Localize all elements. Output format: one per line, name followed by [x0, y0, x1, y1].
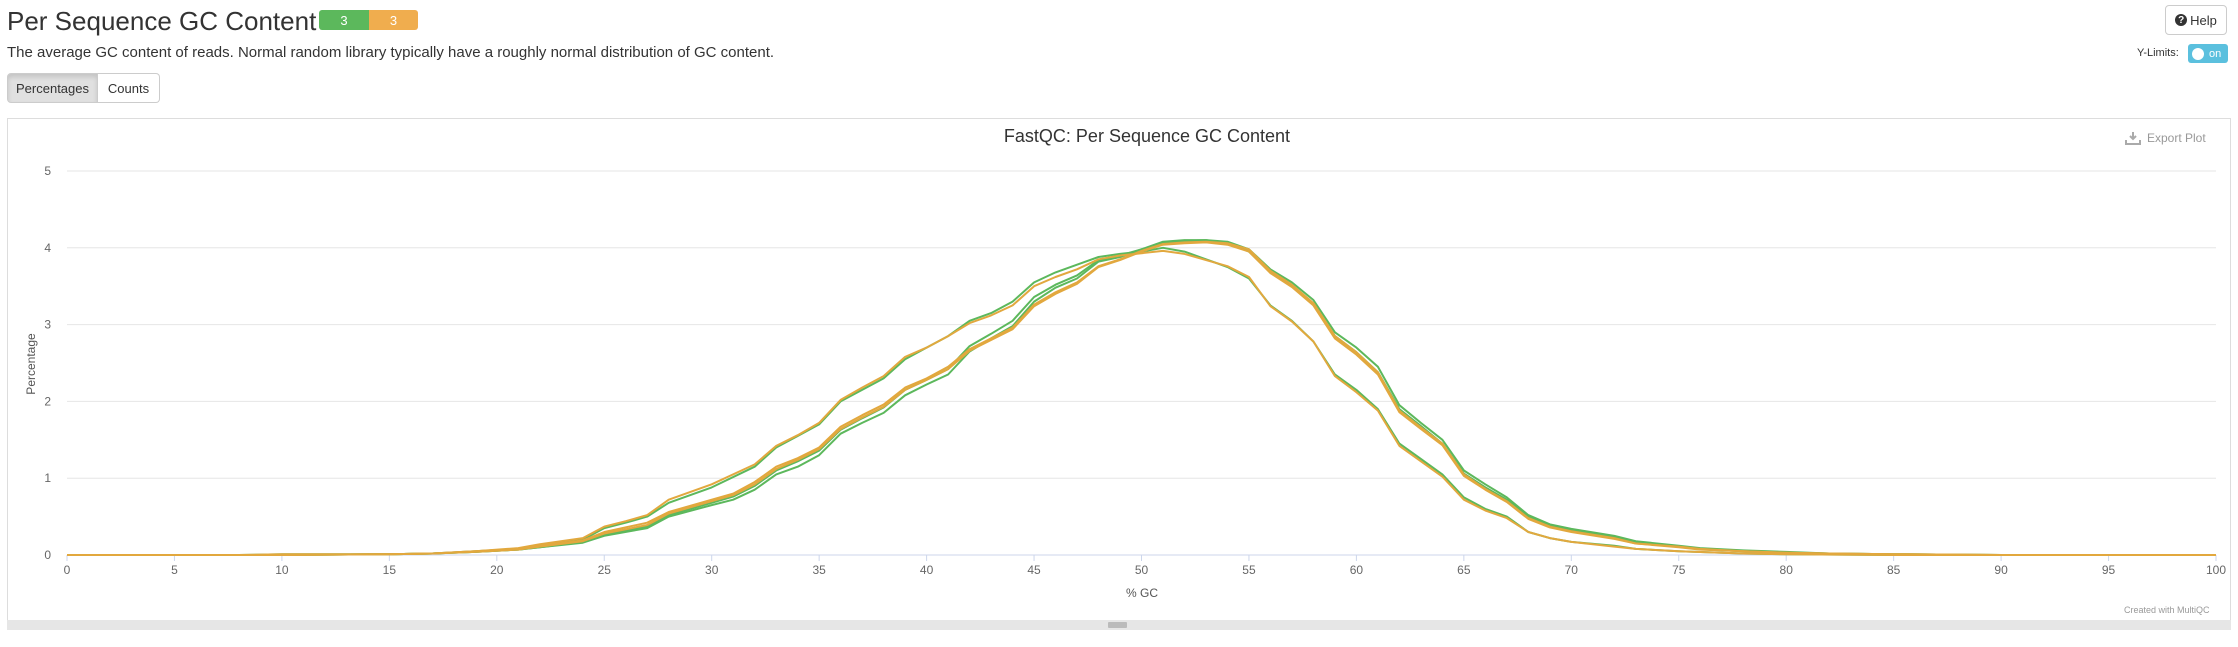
y-tick-label: 2	[44, 394, 51, 408]
x-tick-label: 30	[705, 563, 719, 577]
page-title: Per Sequence GC Content	[7, 6, 317, 36]
status-badges: 3 3	[319, 10, 418, 30]
series-line-5[interactable]	[67, 240, 2216, 556]
x-tick-label: 45	[1027, 563, 1041, 577]
question-icon: ?	[2175, 14, 2188, 26]
multiqc-credit: Created with MultiQC	[2124, 605, 2210, 615]
x-tick-label: 95	[2102, 563, 2116, 577]
y-tick-label: 1	[44, 471, 51, 485]
series-line-1[interactable]	[67, 246, 2216, 556]
data-view-toggle: Percentages Counts	[7, 73, 160, 103]
series-line-2[interactable]	[67, 239, 2216, 556]
y-tick-label: 3	[44, 318, 51, 332]
x-tick-label: 100	[2206, 563, 2226, 577]
toggle-knob	[2192, 47, 2204, 60]
series-line-4[interactable]	[67, 249, 2216, 556]
series-line-6[interactable]	[67, 241, 2216, 556]
x-tick-label: 35	[812, 563, 826, 577]
series-line-3[interactable]	[67, 239, 2216, 556]
y-tick-label: 5	[44, 164, 51, 178]
x-tick-label: 25	[598, 563, 612, 577]
pass-count-badge[interactable]: 3	[319, 10, 369, 30]
y-tick-label: 0	[44, 548, 51, 562]
ylimits-toggle-state: on	[2209, 47, 2222, 60]
y-tick-label: 4	[44, 241, 51, 255]
x-tick-label: 50	[1135, 563, 1149, 577]
x-tick-label: 65	[1457, 563, 1471, 577]
x-tick-label: 40	[920, 563, 934, 577]
help-button[interactable]: ? Help	[2165, 5, 2227, 35]
export-plot-label: Export Plot	[2147, 131, 2206, 145]
x-axis-label: % GC	[1126, 586, 1158, 600]
resize-grip-handle[interactable]	[1108, 622, 1127, 628]
x-tick-label: 90	[1994, 563, 2008, 577]
x-tick-label: 10	[275, 563, 289, 577]
x-tick-label: 75	[1672, 563, 1686, 577]
grid-lines	[67, 170, 2216, 556]
ylimits-toggle[interactable]: on	[2188, 44, 2228, 63]
x-tick-label: 70	[1565, 563, 1579, 577]
export-plot-button[interactable]: Export Plot	[2125, 131, 2206, 145]
download-icon	[2125, 132, 2141, 145]
x-tick-label: 60	[1350, 563, 1364, 577]
x-tick-label: 55	[1242, 563, 1256, 577]
x-tick-label: 15	[383, 563, 397, 577]
x-tick-label: 80	[1780, 563, 1794, 577]
x-tick-label: 85	[1887, 563, 1901, 577]
ylimits-label: Y-Limits:	[2137, 47, 2179, 59]
x-tick-label: 0	[64, 563, 71, 577]
chart-title: FastQC: Per Sequence GC Content	[1004, 126, 1290, 146]
series-lines	[67, 239, 2216, 556]
counts-button[interactable]: Counts	[98, 73, 160, 103]
percentages-button[interactable]: Percentages	[7, 73, 98, 103]
y-axis-label: Percentage	[24, 333, 38, 395]
x-tick-label: 20	[490, 563, 504, 577]
section-description: The average GC content of reads. Normal …	[7, 44, 775, 61]
warn-count-badge[interactable]: 3	[369, 10, 418, 30]
x-tick-label: 5	[171, 563, 178, 577]
help-button-label: Help	[2190, 12, 2217, 28]
